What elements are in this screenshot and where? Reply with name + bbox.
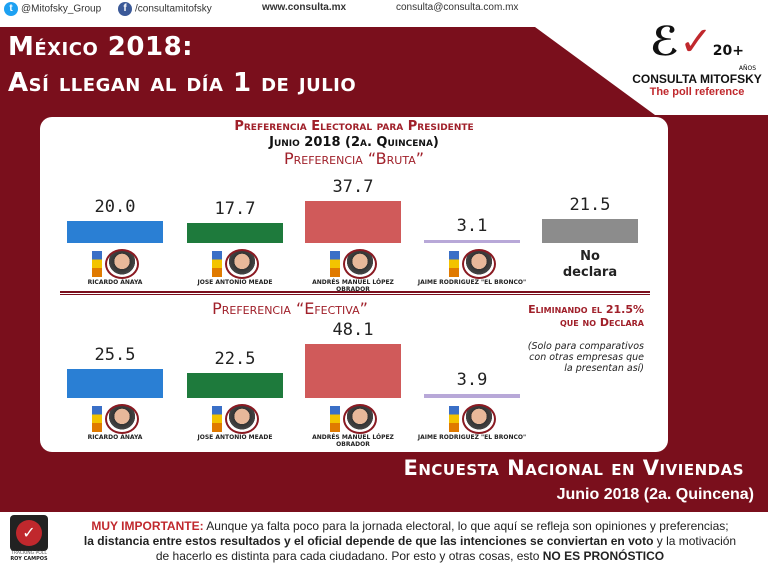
results-panel: Preferencia Electoral para Presidente Ju… [40,117,668,452]
bar [424,239,520,243]
tracking-poll-badge: ✓ TRACKING POLL ROY CAMPOS [8,515,50,562]
data-label: 20.0 [94,196,136,217]
panel-period: Junio 2018 (2a. Quincena) [269,135,439,150]
bar [542,218,638,243]
party-logo-icon [211,251,222,277]
candidate-label: RICARDO ANAYA [60,249,170,286]
candidate-label: JOSE ANTONIO MEADE [180,249,290,286]
twitter-handle[interactable]: t @Mitofsky_Group [4,2,101,16]
divider [60,291,650,295]
check-badge-icon: ✓ [10,515,48,551]
bar [187,223,283,243]
candidate-photo [104,404,139,434]
disclaimer: MUY IMPORTANTE: Aunque ya falta poco par… [83,519,737,563]
title-line1: México 2018: [8,32,194,62]
candidate-label: JOSE ANTONIO MEADE [180,404,290,441]
candidate-photo [461,404,496,434]
bar [67,369,163,398]
panel-heading: Preferencia Electoral para Presidente [234,119,474,134]
candidate-photo [224,404,259,434]
data-label: 22.5 [214,348,256,369]
candidate-label: RICARDO ANAYA [60,404,170,441]
facebook-icon: f [118,2,132,16]
note-title: Eliminando el 21.5% que no Declara [528,303,644,329]
party-logo-icon [211,406,222,432]
data-label: 17.7 [214,199,256,220]
facebook-link[interactable]: f/consultamitofsky [118,2,212,16]
candidate-photo [224,249,259,279]
email-link[interactable]: consulta@consulta.com.mx [396,2,519,13]
website-link[interactable]: www.consulta.mx [262,2,347,13]
candidate-label: JAIME RODRIGUEZ "EL BRONCO" [417,249,527,286]
survey-name: Encuesta Nacional en Viviendas [403,456,744,480]
data-label: 48.1 [332,320,374,341]
note-text: (Solo para comparativos con otras empres… [527,341,644,374]
party-logo-icon [329,251,340,277]
bar [305,344,401,398]
brand-logo: ℰ✓20+ AÑOS CONSULTA MITOFSKY The poll re… [632,19,762,98]
candidate-label: No declara [562,249,618,280]
candidate-photo [342,249,377,279]
data-label: 25.5 [94,345,136,366]
twitter-icon: t [4,2,18,16]
survey-period: Junio 2018 (2a. Quincena) [556,486,754,503]
bar [187,372,283,398]
title-line2: Así llegan al día 1 de julio [8,68,357,98]
data-label: 37.7 [332,176,374,197]
candidate-photo [342,404,377,434]
party-logo-icon [448,406,459,432]
bar [424,393,520,398]
bar [67,220,163,243]
chart-title-bruta: Preferencia “Bruta” [283,149,425,168]
candidate-photo [461,249,496,279]
data-label: 3.9 [456,369,488,390]
party-logo-icon [329,406,340,432]
data-label: 21.5 [569,194,611,215]
candidate-label: ANDRÉS MANUEL LÓPEZ OBRADOR [298,249,408,293]
party-logo-icon [91,251,102,277]
party-logo-icon [91,406,102,432]
candidate-label: ANDRÉS MANUEL LÓPEZ OBRADOR [298,404,408,448]
candidate-label: JAIME RODRIGUEZ "EL BRONCO" [417,404,527,441]
data-label: 3.1 [456,215,488,236]
candidate-photo [104,249,139,279]
bar [305,200,401,243]
party-logo-icon [448,251,459,277]
logo-mark-icon: ℰ✓20+ [650,19,744,65]
chart-title-efectiva: Preferencia “Efectiva” [212,299,368,318]
